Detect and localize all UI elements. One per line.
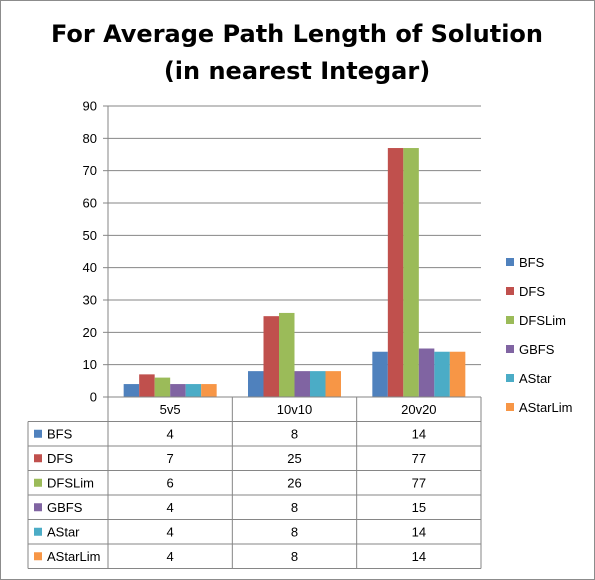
table-cell-AStar-10v10: 8 <box>291 525 298 540</box>
y-tick-label-2: 20 <box>83 325 97 340</box>
legend-label-DFS: DFS <box>519 284 545 299</box>
bar-DFS-5v5 <box>139 374 155 397</box>
bar-BFS-5v5 <box>123 384 140 397</box>
table-cell-DFS-5v5: 7 <box>167 451 174 466</box>
bar-DFSLim-5v5 <box>154 377 171 397</box>
bar-AStarLim-20v20 <box>449 351 466 397</box>
table-key-DFSLim <box>34 478 42 487</box>
legend-label-BFS: BFS <box>519 255 545 270</box>
bar-DFS-20v20 <box>387 148 404 397</box>
y-tick-label-4: 40 <box>83 260 97 275</box>
table-cell-DFS-10v10: 25 <box>287 451 301 466</box>
table-key-DFS <box>34 454 42 463</box>
table-cell-BFS-10v10: 8 <box>291 427 298 442</box>
table-key-AStarLim <box>34 552 42 561</box>
table-cell-AStarLim-5v5: 4 <box>167 549 174 564</box>
y-tick-label-8: 80 <box>83 131 97 146</box>
legend-label-AStarLim: AStarLim <box>519 400 572 415</box>
table-cell-BFS-5v5: 4 <box>167 427 174 442</box>
table-cell-DFSLim-20v20: 77 <box>412 476 426 491</box>
table-key-BFS <box>34 429 42 438</box>
bar-AStarLim-10v10 <box>325 371 341 397</box>
table-key-GBFS <box>34 503 42 512</box>
category-label-5v5: 5v5 <box>160 402 181 417</box>
table-cell-DFSLim-10v10: 26 <box>287 476 301 491</box>
bar-GBFS-20v20 <box>418 348 435 397</box>
bar-AStar-20v20 <box>434 351 450 397</box>
bar-BFS-20v20 <box>372 351 388 397</box>
bar-BFS-10v10 <box>248 371 264 397</box>
table-row-label-AStar: AStar <box>47 525 80 540</box>
data-table: 5v5 10v10 20v20 BFS 4 8 14 DFS 7 25 77 DFSLim 6 26 77 G… <box>27 396 482 569</box>
bar-DFSLim-10v10 <box>279 312 295 397</box>
legend-key-AStar <box>506 374 514 382</box>
table-row-label-AStarLim: AStarLim <box>47 549 100 564</box>
table-cell-AStar-20v20: 14 <box>412 525 426 540</box>
legend-key-GBFS <box>506 345 514 353</box>
legend: BFS DFS DFSLim GBFS AStar AStarLim <box>506 255 572 415</box>
category-label-20v20: 20v20 <box>401 402 436 417</box>
bar-DFS-10v10 <box>263 316 279 397</box>
axes: 0 10 20 30 40 50 60 70 80 90 <box>83 99 109 405</box>
table-cell-BFS-20v20: 14 <box>412 427 426 442</box>
table-cell-GBFS-10v10: 8 <box>291 500 298 515</box>
y-tick-label-7: 70 <box>83 163 97 178</box>
table-row-label-BFS: BFS <box>47 427 73 442</box>
bar-GBFS-10v10 <box>294 371 310 397</box>
bar-AStar-5v5 <box>185 384 202 397</box>
table-row-label-DFS: DFS <box>47 451 73 466</box>
y-tick-label-9: 90 <box>83 99 97 114</box>
legend-label-AStar: AStar <box>519 371 552 386</box>
legend-label-DFSLim: DFSLim <box>519 313 566 328</box>
legend-key-AStarLim <box>506 403 514 411</box>
bar-AStar-10v10 <box>310 371 326 397</box>
legend-key-DFS <box>506 287 514 295</box>
y-tick-label-6: 60 <box>83 196 97 211</box>
legend-key-BFS <box>506 258 514 266</box>
table-cell-AStar-5v5: 4 <box>167 525 174 540</box>
table-cell-GBFS-20v20: 15 <box>412 500 426 515</box>
table-cell-AStarLim-10v10: 8 <box>291 549 298 564</box>
bar-DFSLim-20v20 <box>403 148 419 397</box>
y-tick-label-3: 30 <box>83 293 97 308</box>
table-key-AStar <box>34 527 42 536</box>
legend-key-DFSLim <box>506 316 514 324</box>
table-cell-GBFS-5v5: 4 <box>167 500 174 515</box>
bar-AStarLim-5v5 <box>201 384 217 397</box>
bars <box>123 148 466 397</box>
table-cell-AStarLim-20v20: 14 <box>412 549 426 564</box>
chart-title-line-2: (in nearest Integar) <box>164 57 430 85</box>
chart-title-line-1: For Average Path Length of Solution <box>51 20 543 48</box>
y-tick-label-5: 50 <box>83 228 97 243</box>
table-cell-DFS-20v20: 77 <box>412 451 426 466</box>
y-tick-label-1: 10 <box>83 357 97 372</box>
category-label-10v10: 10v10 <box>277 402 312 417</box>
table-cell-DFSLim-5v5: 6 <box>167 476 174 491</box>
table-row-label-DFSLim: DFSLim <box>47 476 94 491</box>
legend-label-GBFS: GBFS <box>519 342 555 357</box>
y-tick-label-0: 0 <box>90 390 97 405</box>
bar-GBFS-5v5 <box>170 384 186 397</box>
table-row-label-GBFS: GBFS <box>47 500 83 515</box>
